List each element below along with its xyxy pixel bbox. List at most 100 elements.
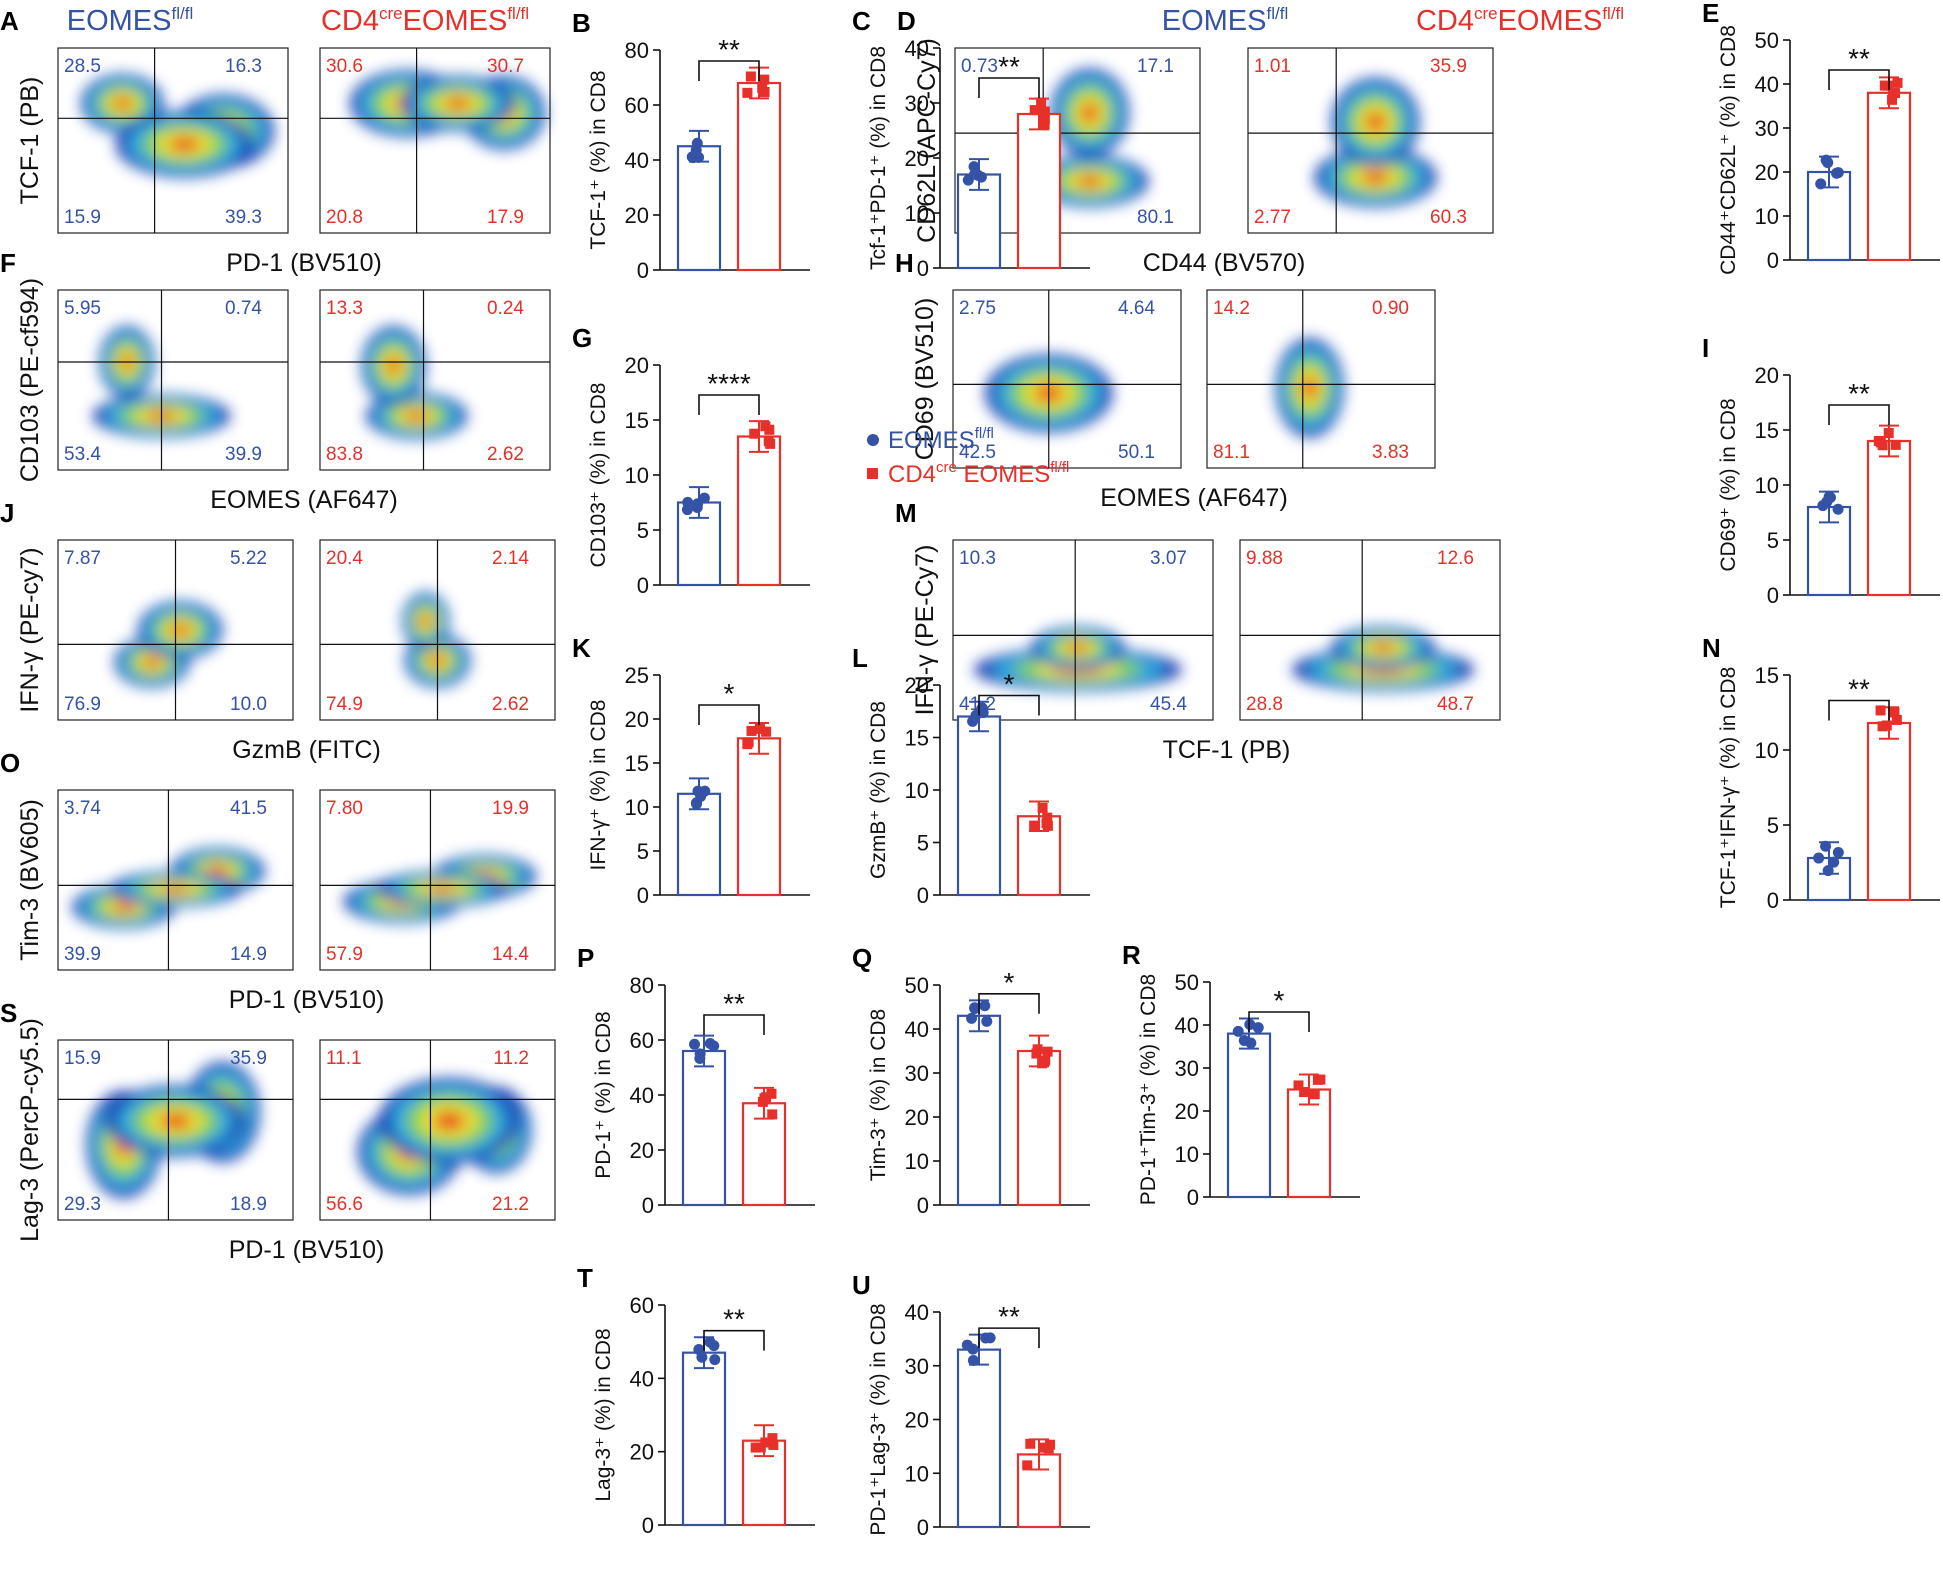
plot-frame: [952, 539, 1214, 721]
density-cloud: [343, 854, 537, 924]
y-tick-label: 40: [905, 1300, 929, 1325]
y-tick-label: 10: [905, 1461, 929, 1486]
quad-ul-value: 3.74: [64, 798, 101, 819]
y-tick-label: 40: [625, 148, 649, 173]
density-cloud: [86, 1061, 261, 1199]
y-tick-label: 20: [630, 1440, 654, 1465]
significance-stars: *: [1274, 985, 1285, 1016]
bar-y-axis-label: Tim-3⁺ (%) in CD8: [867, 1009, 890, 1181]
panel-letter-m: M: [895, 498, 917, 528]
y-tick-label: 40: [1175, 1013, 1199, 1038]
quad-ul-value: 14.2: [1213, 298, 1250, 319]
plot-frame: [1247, 47, 1494, 234]
data-point: [1039, 114, 1050, 125]
data-point: [981, 1015, 993, 1027]
quad-ur-value: 35.9: [1430, 56, 1467, 77]
y-tick-label: 10: [905, 201, 929, 226]
data-point: [750, 1442, 761, 1453]
significance-stars: ****: [707, 368, 751, 399]
quad-ul-value: 0.73: [961, 56, 998, 77]
bar-chart-u: U 0 10 20 30 40 PD-1⁺Lag-3⁺ (%) in CD8 **: [852, 1270, 1090, 1540]
data-point: [1883, 428, 1894, 439]
density-cloud: [81, 73, 275, 178]
quad-ur-value: 2.14: [492, 548, 529, 569]
quad-lr-value: 80.1: [1137, 207, 1174, 228]
significance-stars: **: [1848, 378, 1870, 409]
quad-lr-value: 48.7: [1437, 694, 1474, 715]
data-point: [763, 436, 774, 447]
data-point: [693, 1343, 705, 1355]
data-point: [754, 723, 765, 734]
quad-ll-value: 56.6: [326, 1194, 363, 1215]
data-point: [1040, 1055, 1051, 1066]
quad-ll-value: 81.1: [1213, 442, 1250, 463]
legend-wt-text: EOMES: [888, 427, 975, 454]
significance-stars: *: [1004, 967, 1015, 998]
data-point: [746, 725, 757, 736]
data-point: [694, 1048, 706, 1060]
data-point: [1293, 1080, 1304, 1091]
y-tick-label: 10: [625, 795, 649, 820]
quad-ll-value: 20.8: [326, 207, 363, 228]
quad-lr-value: 3.83: [1372, 442, 1409, 463]
legend-ko-sup1: cre: [936, 459, 957, 476]
bar-cd4cre-eomes-flfl: [736, 737, 782, 897]
density-cloud: [357, 1077, 532, 1195]
y-tick-label: 60: [630, 1293, 654, 1318]
density-cloud: [114, 601, 223, 688]
significance-stars: *: [1004, 669, 1015, 700]
y-tick-label: 0: [917, 1193, 929, 1218]
flow-panel-o: O 3.74 41.5 39.9 14.9 7.80 19.9 57.9 14.4 Tim-3 (…: [0, 748, 556, 1014]
quad-ur-value: 4.64: [1118, 298, 1155, 319]
panel-letter-s: S: [0, 998, 17, 1028]
flow-y-axis-label: IFN-γ (PE-cy7): [16, 547, 44, 712]
data-point: [1875, 437, 1886, 448]
data-point: [1036, 97, 1047, 108]
quad-ll-value: 28.8: [1246, 694, 1283, 715]
bar-cd4cre-eomes-flfl: [1286, 1088, 1332, 1199]
data-point: [768, 1439, 779, 1450]
flow-y-axis-label: CD62L (APC-Cy7): [913, 38, 941, 243]
significance-stars: **: [1848, 674, 1870, 705]
data-point: [764, 424, 775, 435]
flow-plot-wt: 15.9 35.9 29.3 18.9: [57, 1039, 294, 1221]
bar-eomes-flfl: [676, 145, 722, 272]
quad-ur-value: 17.1: [1137, 56, 1174, 77]
y-tick-label: 60: [625, 93, 649, 118]
quad-ur-value: 41.5: [230, 798, 267, 819]
quad-ul-value: 11.1: [326, 1048, 362, 1069]
quad-ll-value: 2.77: [1254, 207, 1291, 228]
bar-chart-i: I 0 5 10 15 20 CD69⁺ (%) in CD8 **: [1702, 333, 1940, 608]
significance-bracket: [698, 394, 760, 415]
plot-frame: [57, 1039, 294, 1221]
y-tick-label: 20: [905, 673, 929, 698]
y-tick-label: 0: [1187, 1185, 1199, 1210]
bar-chart-k: K 0 5 10 15 20 25 IFN-γ⁺ (%) in CD8 *: [572, 633, 810, 908]
data-point: [1039, 106, 1050, 117]
significance-bracket: [698, 60, 760, 81]
flow-plot-ko: 7.80 19.9 57.9 14.4: [319, 789, 556, 971]
header-ko-sup1: cre: [379, 4, 403, 23]
quad-ul-value: 5.95: [64, 298, 101, 319]
data-point: [1891, 714, 1902, 725]
header-ko-sup2: fl/fl: [507, 4, 529, 23]
bar-y-axis-label: GzmB⁺ (%) in CD8: [867, 701, 890, 879]
flow-plot-ko: 13.3 0.24 83.8 2.62: [319, 289, 551, 471]
significance-stars: **: [723, 988, 745, 1019]
data-point: [970, 709, 982, 721]
data-point: [1045, 1439, 1056, 1450]
bar-chart-t: T 0 20 40 60 Lag-3⁺ (%) in CD8 **: [577, 1263, 815, 1538]
panel-letter-o: O: [0, 748, 20, 778]
y-tick-label: 10: [905, 1149, 929, 1174]
significance-bracket: [1248, 1011, 1310, 1032]
quad-ll-value: 42.5: [959, 442, 996, 463]
data-point: [1029, 820, 1040, 831]
bar-chart-q: Q 0 10 20 30 40 50 Tim-3⁺ (%) in CD8 *: [852, 943, 1090, 1218]
plot-frame: [319, 789, 556, 971]
y-tick-label: 5: [917, 831, 929, 856]
quad-ul-value: 20.4: [326, 548, 363, 569]
data-point: [972, 169, 984, 181]
flow-y-axis-label: Lag-3 (PercP-cy5.5): [16, 1018, 44, 1242]
panel-letter-r: R: [1122, 940, 1141, 970]
